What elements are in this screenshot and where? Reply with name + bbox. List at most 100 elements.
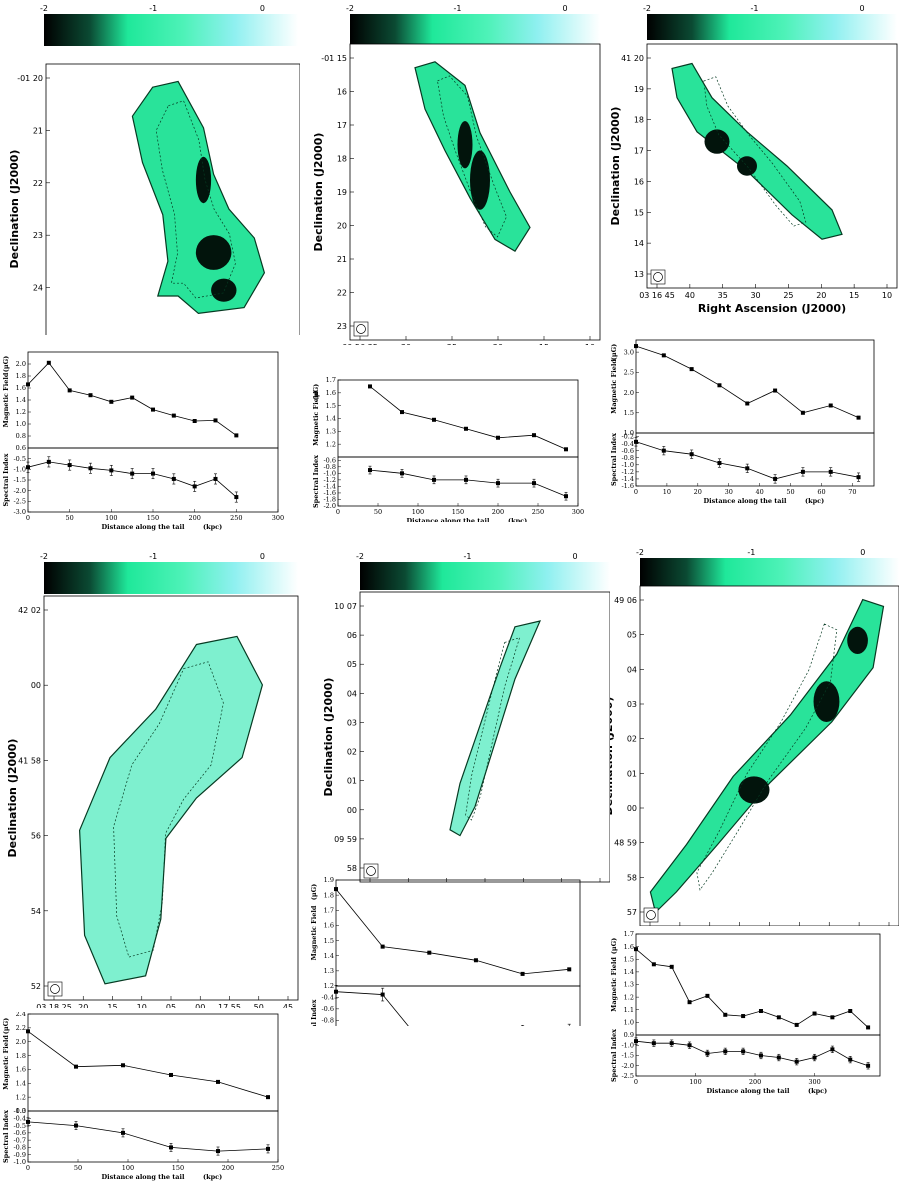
ra-tick-label: 25 bbox=[403, 885, 413, 886]
bfield-point bbox=[651, 962, 656, 967]
steep-spectrum-region bbox=[211, 278, 237, 302]
y-axis-title: Declination (J2000) bbox=[8, 150, 21, 269]
y-tick-label: -2.5 bbox=[621, 1072, 634, 1080]
spectral-index-point bbox=[745, 466, 750, 471]
dec-tick-label: 58 bbox=[347, 864, 357, 873]
bfield-point bbox=[848, 1009, 853, 1014]
profile-panel-6: 0.9 1.0 1.1 1.2 1.3 1.4 1.5 1.6 1.7 Magnetic Fiel… bbox=[610, 930, 899, 1105]
spectral-index-point bbox=[723, 1049, 728, 1054]
y-tick-label: -2.0 bbox=[621, 1062, 634, 1070]
y-tick-label: -0.4 bbox=[321, 994, 334, 1002]
dec-tick-label: 21 bbox=[33, 126, 43, 135]
dec-tick-label: 52 bbox=[31, 982, 41, 991]
spectral-index-point bbox=[794, 1059, 799, 1064]
bfield-axis-title: Magnetic Field bbox=[610, 359, 618, 414]
ra-tick-label: 50 bbox=[254, 1003, 264, 1008]
colorbar bbox=[360, 562, 610, 590]
spectral-index-contour bbox=[437, 75, 507, 238]
bfield-axis-title: Magnetic Field bbox=[610, 957, 618, 1012]
spectral-index-point bbox=[848, 1057, 853, 1062]
ra-tick-label: 17 55 bbox=[218, 1003, 241, 1008]
dec-tick-label: 03 bbox=[347, 718, 357, 727]
dec-tick-label: 17 bbox=[337, 121, 347, 130]
bfield-point bbox=[427, 950, 432, 955]
dec-tick-label: 05 bbox=[627, 631, 637, 640]
radio-tail-emission bbox=[131, 80, 266, 315]
spectral-index-point bbox=[496, 481, 500, 486]
x-axis-unit: (kpc) bbox=[805, 497, 824, 505]
y-tick-label: -0.9 bbox=[13, 1151, 26, 1159]
bfield-unit: (μG) bbox=[2, 1018, 10, 1034]
y-tick-label: -0.8 bbox=[621, 454, 634, 462]
dec-tick-label: 15 bbox=[634, 208, 644, 217]
y-tick-label: -1.5 bbox=[13, 476, 26, 484]
spectral-index-point bbox=[705, 1051, 710, 1056]
spectral-index-axes bbox=[335, 985, 581, 1026]
bfield-point bbox=[741, 1014, 746, 1019]
y-tick-label: 1.3 bbox=[324, 967, 334, 975]
dec-tick-label: 56 bbox=[31, 832, 41, 841]
spectral-index-point bbox=[26, 1119, 30, 1124]
bfield-point bbox=[705, 993, 710, 998]
spectral-index-line bbox=[635, 441, 859, 480]
spectral-index-point bbox=[67, 463, 72, 468]
bfield-line bbox=[635, 345, 859, 418]
bfield-unit: (μG) bbox=[312, 384, 320, 400]
bfield-axes bbox=[635, 933, 881, 1036]
bfield-point bbox=[121, 1063, 125, 1068]
bfield-point bbox=[26, 1029, 30, 1034]
spectral-index-point bbox=[234, 495, 239, 500]
spectral-index-axes bbox=[337, 456, 579, 507]
bfield-unit: (μG) bbox=[310, 884, 318, 900]
ra-tick-label: 05 bbox=[557, 885, 567, 886]
x-tick-label: 300 bbox=[808, 1078, 820, 1086]
spectral-index-line bbox=[635, 1040, 869, 1067]
colorbar-tick-label: -2 bbox=[356, 552, 364, 561]
spectral-index-axis-title: Spectral Index bbox=[2, 1110, 10, 1163]
bfield-axes bbox=[635, 339, 875, 434]
dec-tick-label: 02 bbox=[347, 748, 357, 757]
bfield-point bbox=[828, 403, 833, 408]
dec-tick-label: 00 bbox=[627, 804, 637, 813]
bfield-point bbox=[520, 971, 525, 976]
ra-tick-label: 30 bbox=[750, 291, 760, 300]
colorbar-tick-label: -2 bbox=[643, 4, 651, 13]
x-tick-label: 250 bbox=[532, 508, 544, 516]
y-tick-label: -0.6 bbox=[13, 1129, 26, 1137]
map-panel-2: -2 -1 0 00 56 35 30 25 20 15 10 -01 15 16 17 18 19 20 2… bbox=[300, 0, 605, 345]
x-axis-title: Distance along the tail bbox=[102, 1173, 185, 1181]
y-tick-label: -0.6 bbox=[323, 456, 336, 464]
y-axis-title: Declination (J2000) bbox=[312, 133, 325, 252]
y-tick-label: -2.5 bbox=[13, 498, 26, 506]
spectral-index-point bbox=[830, 1047, 835, 1052]
dec-tick-label: 09 59 bbox=[334, 835, 357, 844]
ra-tick-label: 03 18 25 bbox=[36, 1003, 72, 1008]
y-tick-label: 1.7 bbox=[326, 376, 336, 384]
spectral-index-line bbox=[369, 469, 567, 497]
ra-tick-label: 15 bbox=[849, 291, 859, 300]
x-tick-label: 100 bbox=[689, 1078, 701, 1086]
x-tick-label: 0 bbox=[634, 488, 638, 496]
spectral-index-point bbox=[741, 1049, 746, 1054]
beam-box bbox=[47, 981, 63, 997]
y-tick-label: 3.0 bbox=[624, 348, 634, 356]
profile-panel-3: 1.0 1.5 2.0 2.5 3.0 Magnetic Field (μG) -1.6 -1.… bbox=[610, 330, 899, 505]
bfield-point bbox=[564, 447, 568, 452]
bfield-point bbox=[109, 399, 114, 404]
colorbar-tick-label: -2 bbox=[636, 548, 644, 557]
colorbar-tick-label: -1 bbox=[751, 4, 759, 13]
x-tick-label: 300 bbox=[272, 514, 284, 522]
bfield-line bbox=[635, 948, 869, 1028]
dec-tick-label: 17 bbox=[634, 147, 644, 156]
ra-tick-label: 10 bbox=[585, 343, 595, 345]
bfield-point bbox=[464, 426, 468, 431]
y-tick-label: 1.8 bbox=[324, 891, 334, 899]
bfield-point bbox=[171, 413, 176, 418]
bfield-point bbox=[723, 1012, 728, 1017]
x-tick-label: 50 bbox=[74, 1164, 82, 1172]
ra-tick-label: 10 bbox=[882, 291, 892, 300]
map-panel-3: -2 -1 0 03 16 45 40 35 30 25 20 15 10 41 20 19 18 17 16… bbox=[605, 0, 899, 330]
map-svg: -2 -1 0 03 16 45 40 35 30 25 20 15 10 41 20 19 18 17 16… bbox=[609, 4, 898, 315]
y-tick-label: -0.4 bbox=[621, 440, 634, 448]
ra-tick-label: 35 bbox=[718, 291, 728, 300]
